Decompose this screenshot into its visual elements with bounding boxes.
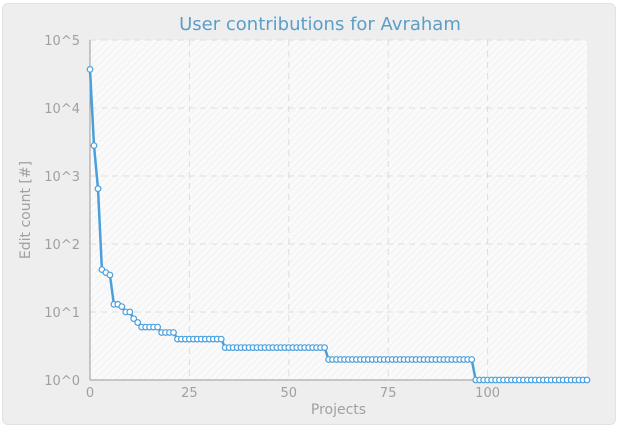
y-tick-label: 10^1 [44,306,80,321]
chart-title: User contributions for Avraham [179,14,461,35]
data-point [134,319,142,326]
x-tick-label: 100 [475,386,500,401]
data-point [106,271,114,279]
data-point [217,335,225,343]
series-edit-count [86,65,591,384]
data-point [118,303,126,311]
x-tick-label: 0 [86,386,94,401]
y-axis-label: Edit count [#] [18,161,34,259]
data-point [170,329,177,336]
y-tick-label: 10^4 [44,102,80,117]
axes: 0 25 50 75 100 10^0 10^1 10^2 10^3 10^4 10^5 [44,34,587,401]
y-tick-label: 10^2 [44,238,80,253]
x-tick-label: 50 [281,386,298,401]
data-point [130,315,138,323]
data-point [583,376,591,384]
data-point [86,65,94,73]
data-point [94,185,102,193]
x-tick-label: 25 [181,386,198,401]
plot-area [90,40,587,380]
y-tick-label: 10^0 [44,374,80,389]
y-tick-label: 10^5 [44,34,80,49]
data-point [468,356,476,363]
grid [90,39,587,380]
x-axis-label: Projects [311,402,366,418]
x-tick-label: 75 [380,386,397,401]
data-point [126,308,134,316]
data-point [90,142,98,150]
data-point [154,323,162,331]
y-tick-label: 10^3 [44,170,80,185]
data-point [321,344,329,352]
